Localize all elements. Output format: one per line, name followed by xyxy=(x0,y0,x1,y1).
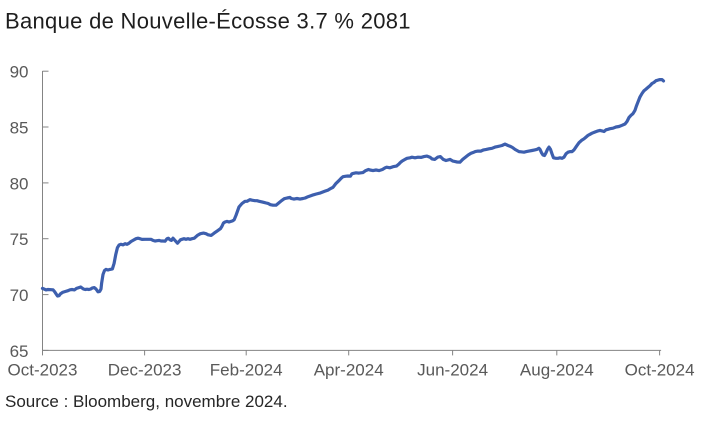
svg-text:Apr-2024: Apr-2024 xyxy=(314,361,384,380)
svg-text:75: 75 xyxy=(10,230,29,249)
svg-text:85: 85 xyxy=(10,119,29,138)
svg-text:Oct-2024: Oct-2024 xyxy=(625,361,695,380)
svg-text:65: 65 xyxy=(10,342,29,361)
svg-text:Source : Bloomberg, novembre 2: Source : Bloomberg, novembre 2024. xyxy=(5,392,288,411)
svg-text:Feb-2024: Feb-2024 xyxy=(210,361,283,380)
svg-text:Banque de Nouvelle-Écosse 3.7: Banque de Nouvelle-Écosse 3.7 % 2081 xyxy=(5,9,411,34)
svg-text:Aug-2024: Aug-2024 xyxy=(520,361,594,380)
svg-text:Oct-2023: Oct-2023 xyxy=(8,361,78,380)
svg-text:80: 80 xyxy=(10,174,29,193)
svg-text:90: 90 xyxy=(10,63,29,82)
svg-text:Jun-2024: Jun-2024 xyxy=(417,361,488,380)
svg-text:70: 70 xyxy=(10,286,29,305)
svg-text:Dec-2023: Dec-2023 xyxy=(108,361,182,380)
